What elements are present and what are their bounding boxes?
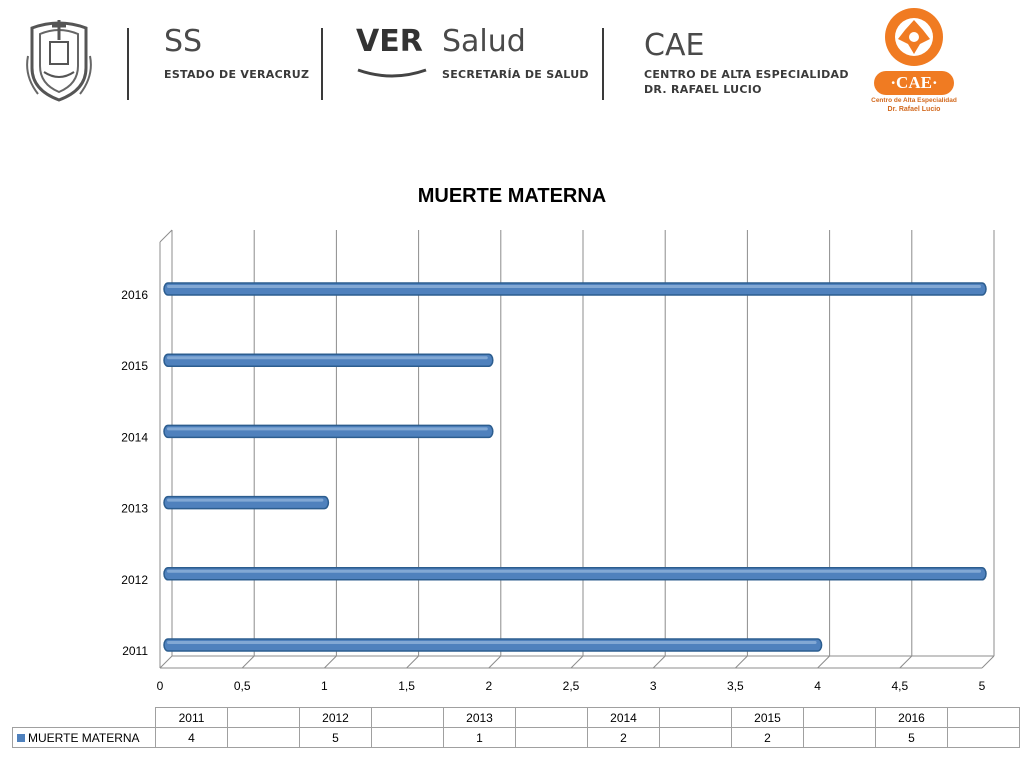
- gridline-floor: [570, 655, 584, 669]
- y-tick-label: 2011: [122, 644, 148, 658]
- ver-logo-bold: VER: [356, 24, 423, 59]
- gridline-floor: [324, 655, 337, 669]
- x-tick-label: 4: [814, 679, 821, 693]
- data-table-spacer: [803, 707, 876, 728]
- gridline-floor: [488, 655, 502, 669]
- y-tick-label: 2014: [121, 430, 148, 444]
- data-table-value: 5: [875, 727, 948, 748]
- gridline-floor: [817, 655, 830, 669]
- cae-emblem-icon: [885, 8, 943, 66]
- badge-dot-icon: ·: [890, 73, 897, 92]
- bar-highlight: [167, 641, 817, 644]
- y-tick-label: 2013: [121, 502, 148, 516]
- y-axis-top: [159, 229, 173, 243]
- cae-badge-line1: Centro de Alta Especialidad: [871, 97, 957, 104]
- cae-subtitle-1: CENTRO DE ALTA ESPECIALIDAD: [644, 68, 849, 81]
- y-tick-label: 2015: [121, 359, 148, 373]
- x-tick-label: 2,5: [563, 679, 580, 693]
- x-tick-label: 3: [650, 679, 657, 693]
- data-table-category: 2014: [587, 707, 660, 728]
- data-table-header-row: 2011 2012 2013 2014 2015 2016: [13, 707, 1020, 728]
- data-table-spacer: [227, 707, 300, 728]
- bar: [163, 567, 987, 581]
- cae-subtitle-2: DR. RAFAEL LUCIO: [644, 83, 762, 96]
- ss-subtitle: ESTADO DE VERACRUZ: [164, 68, 310, 81]
- badge-dot-icon: ·: [931, 73, 938, 92]
- legend-key-icon: [17, 733, 25, 742]
- legend-series-label: MUERTE MATERNA: [12, 727, 156, 748]
- data-table: 2011 2012 2013 2014 2015 2016 MUERTE MATERNA …: [12, 707, 1020, 748]
- bar-highlight: [167, 285, 981, 288]
- data-table-spacer: [659, 707, 732, 728]
- bar-highlight: [167, 569, 981, 573]
- gridline-floor: [241, 655, 255, 669]
- data-table-spacer: [227, 727, 300, 748]
- bar: [163, 424, 494, 439]
- x-tick-label: 0: [157, 679, 164, 693]
- gridline-floor: [406, 655, 419, 669]
- data-table-category: 2012: [299, 707, 372, 728]
- gridline-floor: [735, 655, 748, 669]
- bar-highlight: [167, 356, 488, 360]
- data-table-category: 2013: [443, 707, 516, 728]
- bar-highlight: [167, 427, 488, 431]
- bar: [163, 282, 987, 296]
- ver-subtitle: SECRETARÍA DE SALUD: [442, 68, 589, 81]
- bar: [163, 638, 823, 652]
- gridline-floor: [159, 655, 173, 669]
- y-tick-label: 2016: [121, 288, 148, 302]
- header-divider: [321, 28, 323, 100]
- cae-badge-label: ·CAE·: [874, 71, 954, 95]
- cae-logo-text: CAE: [644, 28, 705, 63]
- gridline-floor: [652, 655, 666, 669]
- x-tick-label: 3,5: [727, 679, 744, 693]
- data-table-value: 2: [731, 727, 804, 748]
- bar-highlight: [167, 498, 324, 502]
- data-table-spacer: [947, 727, 1020, 748]
- x-tick-label: 1,5: [398, 679, 415, 693]
- data-table-category: 2011: [155, 707, 228, 728]
- x-tick-label: 1: [321, 679, 328, 693]
- data-table-spacer: [515, 727, 588, 748]
- data-table-spacer: [803, 727, 876, 748]
- data-table-corner: [13, 708, 156, 728]
- cae-badge-line2: Dr. Rafael Lucio: [887, 106, 941, 113]
- header-divider: [602, 28, 604, 100]
- data-table-spacer: [515, 707, 588, 728]
- cae-badge: ·CAE· Centro de Alta Especialidad Dr. Ra…: [866, 6, 962, 124]
- bar: [163, 495, 330, 510]
- data-table-value: 1: [443, 727, 516, 748]
- data-table-value-row: MUERTE MATERNA 4 5 1 2 2 5: [12, 727, 1020, 748]
- chart-title: MUERTE MATERNA: [418, 185, 607, 207]
- ss-logo-text: SS: [164, 24, 203, 59]
- x-tick-label: 0,5: [234, 679, 251, 693]
- veracruz-coat-of-arms-icon: [26, 20, 92, 102]
- data-table-category: 2016: [875, 707, 948, 728]
- data-table-value: 4: [155, 727, 228, 748]
- gridline-floor: [981, 655, 995, 669]
- ver-swoosh-icon: [357, 68, 427, 78]
- data-table-spacer: [371, 727, 444, 748]
- data-table-value: 5: [299, 727, 372, 748]
- header-divider: [127, 28, 129, 100]
- data-table-spacer: [947, 707, 1020, 728]
- bar-chart: MUERTE MATERNA 0 0,5 1 1,5 2 2,5 3 3,5 4 4,5 5 2011…: [121, 185, 995, 693]
- data-table-spacer: [659, 727, 732, 748]
- header: SS ESTADO DE VERACRUZ VER Salud SECRETAR…: [0, 0, 1024, 130]
- ver-logo-text: Salud: [442, 24, 526, 59]
- legend-series-name: MUERTE MATERNA: [28, 730, 140, 745]
- x-tick-label: 2: [485, 679, 492, 693]
- data-table-spacer: [371, 707, 444, 728]
- x-tick-label: 5: [979, 679, 986, 693]
- bar: [163, 353, 494, 367]
- data-table-category: 2015: [731, 707, 804, 728]
- gridline-floor: [899, 655, 913, 669]
- x-tick-label: 4,5: [891, 679, 908, 693]
- data-table-value: 2: [587, 727, 660, 748]
- y-tick-label: 2012: [121, 573, 148, 587]
